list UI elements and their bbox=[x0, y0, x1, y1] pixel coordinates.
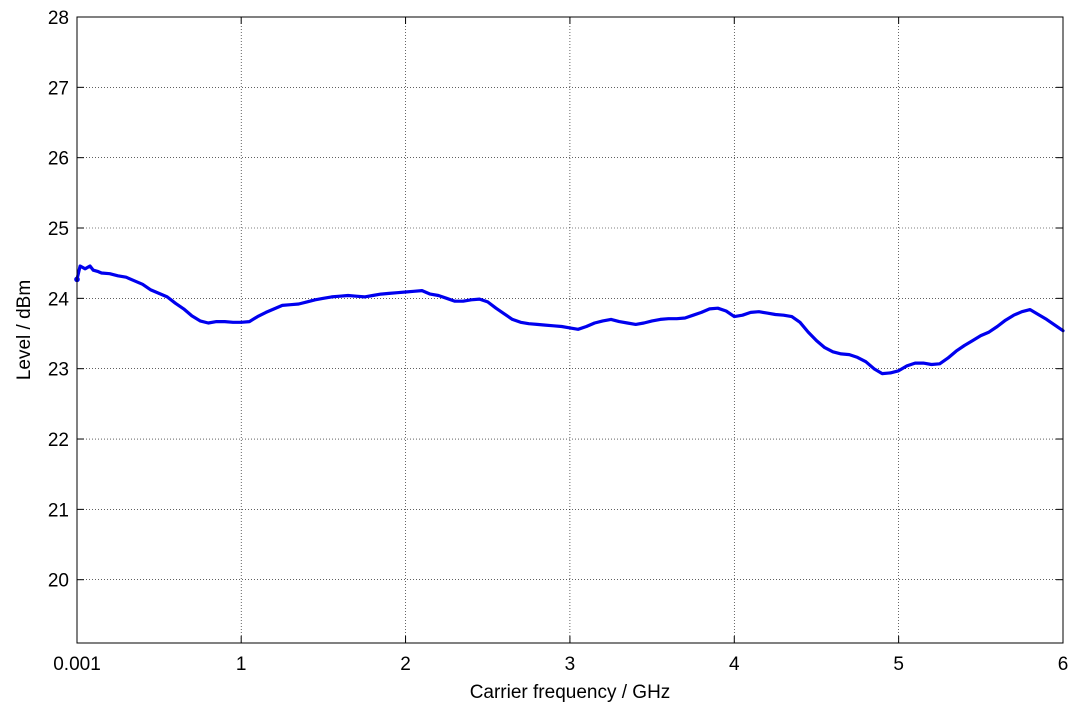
x-tick-label: 5 bbox=[893, 654, 904, 675]
y-tick-label: 24 bbox=[48, 289, 70, 310]
y-tick-label: 22 bbox=[48, 430, 69, 451]
x-tick-label: 6 bbox=[1058, 654, 1069, 675]
y-tick-label: 21 bbox=[48, 500, 69, 521]
plot-area-frame bbox=[76, 16, 1064, 644]
y-tick-label: 26 bbox=[48, 149, 69, 170]
x-tick-label: 2 bbox=[400, 654, 411, 675]
y-tick-label: 27 bbox=[48, 78, 69, 99]
series-line bbox=[75, 264, 1065, 376]
x-tick-label: 4 bbox=[729, 654, 740, 675]
y-axis-label: Level / dBm bbox=[14, 280, 35, 380]
y-tick-label: 20 bbox=[48, 571, 69, 592]
x-tick-label: 0.001 bbox=[53, 654, 101, 675]
x-tick-label: 3 bbox=[565, 654, 576, 675]
x-axis-label: Carrier frequency / GHz bbox=[470, 682, 671, 703]
y-tick-label: 23 bbox=[48, 360, 69, 381]
grid-layer bbox=[77, 17, 1063, 643]
y-tick-label: 28 bbox=[48, 8, 69, 29]
x-tick-label: 1 bbox=[236, 654, 247, 675]
y-tick-label: 25 bbox=[48, 219, 69, 240]
